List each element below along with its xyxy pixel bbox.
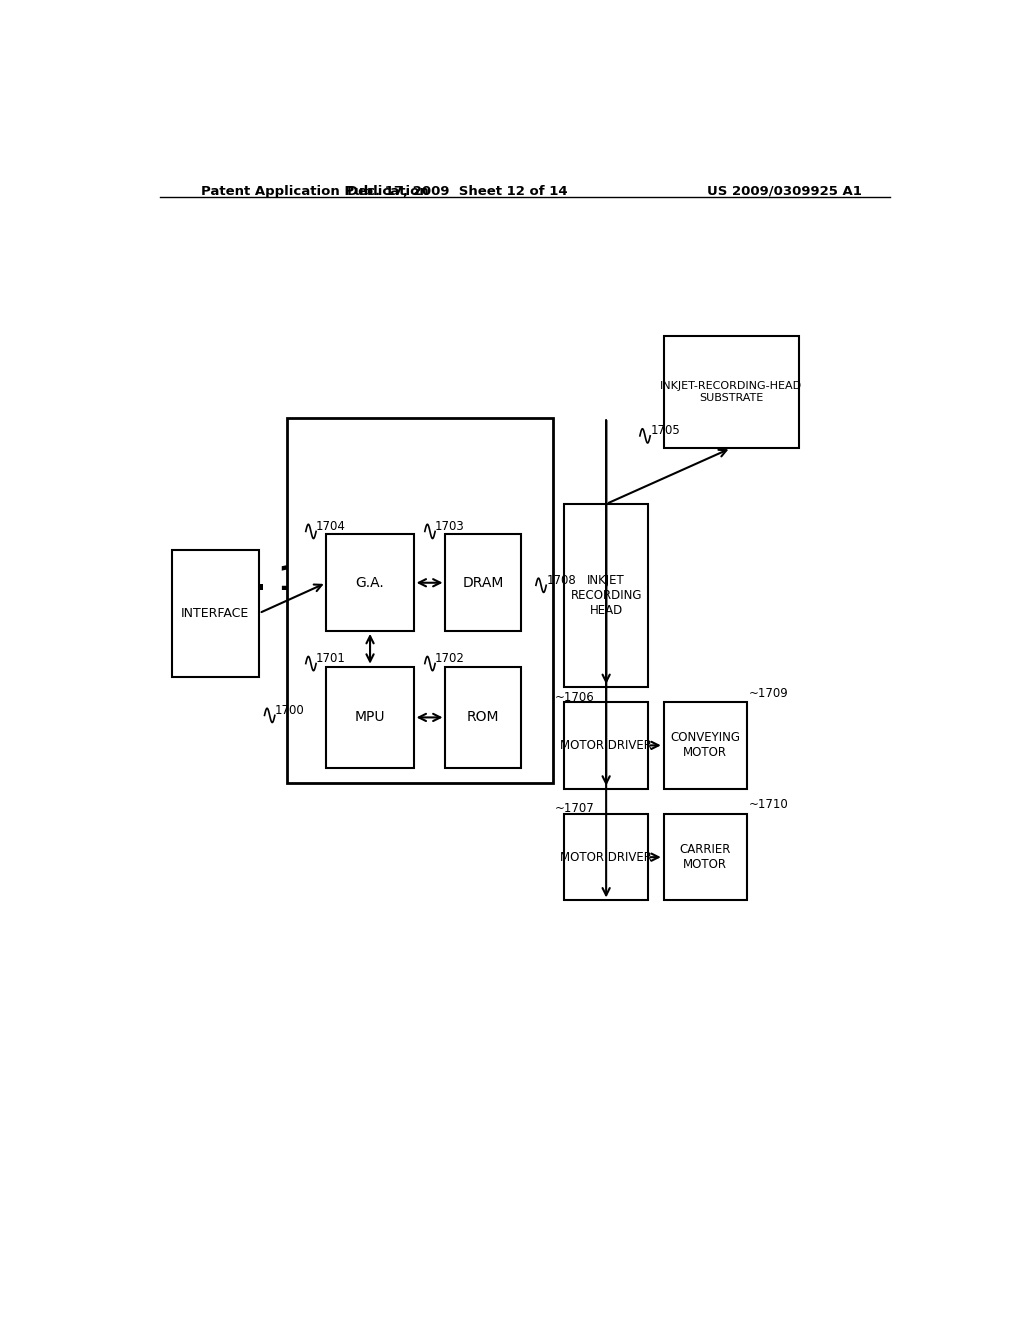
Text: ~1706: ~1706 (555, 690, 595, 704)
Text: CARRIER
MOTOR: CARRIER MOTOR (680, 843, 731, 871)
Bar (445, 535, 521, 631)
Text: Dec. 17, 2009  Sheet 12 of 14: Dec. 17, 2009 Sheet 12 of 14 (347, 185, 567, 198)
Bar (445, 667, 521, 768)
Text: US 2009/0309925 A1: US 2009/0309925 A1 (708, 185, 862, 198)
Text: DRAM: DRAM (463, 576, 504, 590)
Text: 1703: 1703 (435, 520, 465, 533)
Bar (327, 667, 414, 768)
Text: MPU: MPU (354, 710, 385, 725)
Text: Patent Application Publication: Patent Application Publication (201, 185, 429, 198)
Text: FIG. 12: FIG. 12 (191, 564, 325, 597)
Bar (564, 504, 648, 686)
Text: G.A.: G.A. (355, 576, 384, 590)
Text: 1701: 1701 (316, 652, 346, 665)
Text: INKJET-RECORDING-HEAD
SUBSTRATE: INKJET-RECORDING-HEAD SUBSTRATE (660, 381, 802, 403)
Bar (664, 814, 748, 900)
Bar (564, 702, 648, 788)
Bar (664, 337, 799, 447)
Text: MOTOR DRIVER: MOTOR DRIVER (560, 850, 652, 863)
Bar (664, 702, 748, 788)
Text: ~1710: ~1710 (749, 799, 788, 812)
Text: 1702: 1702 (435, 652, 465, 665)
Text: 1708: 1708 (546, 574, 575, 586)
Text: ROM: ROM (467, 710, 500, 725)
Bar (172, 549, 259, 677)
Text: 1700: 1700 (274, 704, 304, 717)
Text: 1705: 1705 (650, 424, 680, 437)
Text: INTERFACE: INTERFACE (181, 607, 250, 619)
Text: ~1709: ~1709 (749, 686, 788, 700)
Bar (287, 417, 553, 784)
Bar (327, 535, 414, 631)
Text: 1704: 1704 (316, 520, 346, 533)
Bar (564, 814, 648, 900)
Text: MOTOR DRIVER: MOTOR DRIVER (560, 739, 652, 752)
Text: INKJET
RECORDING
HEAD: INKJET RECORDING HEAD (570, 574, 642, 616)
Text: ~1707: ~1707 (555, 803, 595, 816)
Text: CONVEYING
MOTOR: CONVEYING MOTOR (671, 731, 740, 759)
